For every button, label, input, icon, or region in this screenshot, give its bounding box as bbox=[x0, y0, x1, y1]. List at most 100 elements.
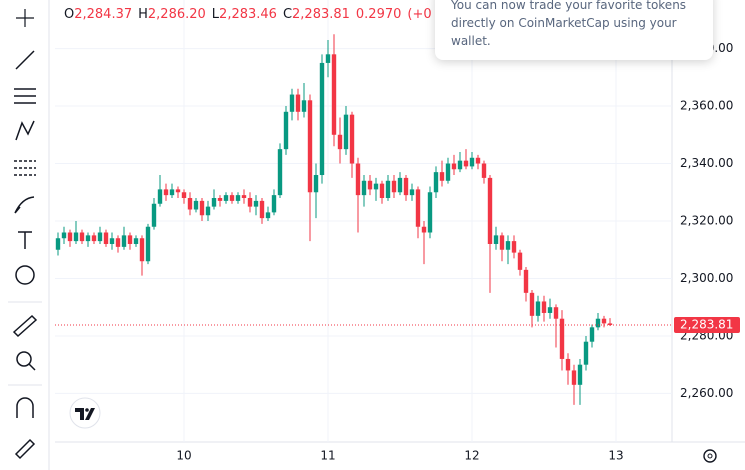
candle-body bbox=[475, 157, 481, 164]
candle-body bbox=[397, 177, 403, 193]
candle-body bbox=[499, 235, 505, 250]
trendline-tool[interactable] bbox=[15, 50, 35, 70]
candle-body bbox=[283, 111, 289, 150]
candle-body bbox=[385, 180, 391, 199]
candle-body bbox=[181, 192, 187, 199]
candle-body bbox=[589, 327, 595, 342]
notice-popup: You can now trade your favorite tokens di… bbox=[435, 0, 713, 60]
candle-body bbox=[277, 149, 283, 196]
candle-body bbox=[535, 301, 541, 316]
y-tick-label: 2,300.00 bbox=[680, 271, 733, 285]
fib-tool[interactable] bbox=[14, 88, 36, 104]
legend-change-pct: (+0 bbox=[407, 7, 432, 22]
y-tick-label: 2,260.00 bbox=[680, 386, 733, 400]
candle-body bbox=[577, 364, 583, 385]
toolbar[interactable] bbox=[12, 9, 38, 460]
candle-body bbox=[109, 238, 115, 244]
candle-body bbox=[319, 62, 325, 176]
candle-body bbox=[247, 198, 253, 207]
tradingview-logo[interactable] bbox=[69, 397, 101, 429]
candle-body bbox=[571, 370, 577, 385]
candle-body bbox=[163, 189, 169, 196]
lock-tool[interactable] bbox=[14, 438, 36, 460]
ruler-tool[interactable] bbox=[12, 314, 38, 338]
candle-body bbox=[169, 189, 175, 196]
x-tick-label: 10 bbox=[176, 449, 191, 463]
legend-value: 2,283.46 bbox=[219, 7, 277, 22]
candle-body bbox=[421, 226, 427, 233]
candle-body bbox=[193, 200, 199, 210]
candle-body bbox=[67, 232, 73, 242]
candle-body bbox=[415, 189, 421, 227]
candle-body bbox=[295, 94, 301, 112]
magnet-tool[interactable] bbox=[16, 397, 34, 418]
x-tick-label: 13 bbox=[608, 449, 623, 463]
candle-body bbox=[103, 232, 109, 244]
candle-body bbox=[457, 160, 463, 170]
candle-body bbox=[433, 172, 439, 193]
notice-line: You can now trade your favorite tokens bbox=[451, 0, 687, 12]
candle-body bbox=[583, 341, 589, 365]
candle-body bbox=[481, 163, 487, 178]
candle-body bbox=[91, 235, 97, 242]
text-tool[interactable] bbox=[18, 231, 32, 249]
candle-body bbox=[133, 238, 139, 244]
candle-body bbox=[523, 269, 529, 293]
crosshair-tool[interactable] bbox=[16, 9, 34, 27]
pattern-tool[interactable] bbox=[15, 120, 35, 141]
y-tick-label: 2,360.00 bbox=[680, 99, 733, 113]
candle-body bbox=[427, 192, 433, 233]
candle-body bbox=[565, 358, 571, 371]
candle-body bbox=[493, 235, 499, 244]
candle-body bbox=[325, 54, 331, 63]
candle-body bbox=[439, 172, 445, 181]
candle-body bbox=[367, 180, 373, 190]
candle-body bbox=[409, 189, 415, 196]
candle-body bbox=[391, 180, 397, 193]
candle-body bbox=[241, 195, 247, 199]
price-label: 2,283.81 bbox=[680, 318, 733, 332]
candle-body bbox=[547, 307, 553, 313]
x-tick-label: 11 bbox=[320, 449, 335, 463]
candle-body bbox=[271, 195, 277, 213]
legend-key: O bbox=[64, 7, 75, 22]
legend-key: H bbox=[138, 7, 148, 22]
y-tick-label: 2,340.00 bbox=[680, 156, 733, 170]
candle-body bbox=[85, 235, 91, 242]
forecast-tool[interactable] bbox=[14, 160, 36, 176]
legend-key: L bbox=[211, 7, 220, 22]
candle-body bbox=[139, 238, 145, 262]
price-label-bg bbox=[674, 317, 740, 334]
candle-body bbox=[307, 100, 313, 193]
candle-body bbox=[361, 180, 367, 196]
candle-body bbox=[73, 232, 79, 242]
legend-change: 0.2970 bbox=[355, 7, 402, 22]
candle-body bbox=[451, 163, 457, 170]
candle-body bbox=[541, 301, 547, 313]
candle-body bbox=[61, 232, 67, 239]
candle-body bbox=[235, 195, 241, 201]
candle-body bbox=[115, 238, 121, 247]
notice-line: wallet. bbox=[451, 34, 491, 48]
y-tick-label: 2,320.00 bbox=[680, 214, 733, 228]
candle-body bbox=[97, 232, 103, 242]
candle-body bbox=[79, 232, 85, 242]
candle-body bbox=[313, 175, 319, 193]
candle-body bbox=[223, 195, 229, 201]
x-tick-label: 12 bbox=[464, 449, 479, 463]
candle-body bbox=[157, 189, 163, 204]
candle-body bbox=[289, 94, 295, 112]
candle-body bbox=[373, 183, 379, 190]
candle-body bbox=[559, 318, 565, 359]
candle-body bbox=[331, 54, 337, 135]
notice-line: directly on CoinMarketCap using your bbox=[451, 16, 677, 30]
settings-icon[interactable] bbox=[703, 449, 717, 463]
emoji-tool[interactable] bbox=[15, 265, 35, 285]
candle-body bbox=[595, 318, 601, 328]
zoom-tool[interactable] bbox=[16, 351, 32, 367]
brush-tool[interactable] bbox=[14, 196, 35, 214]
candle-body bbox=[211, 198, 217, 207]
candle-body bbox=[253, 200, 259, 207]
candle-body bbox=[301, 100, 307, 112]
